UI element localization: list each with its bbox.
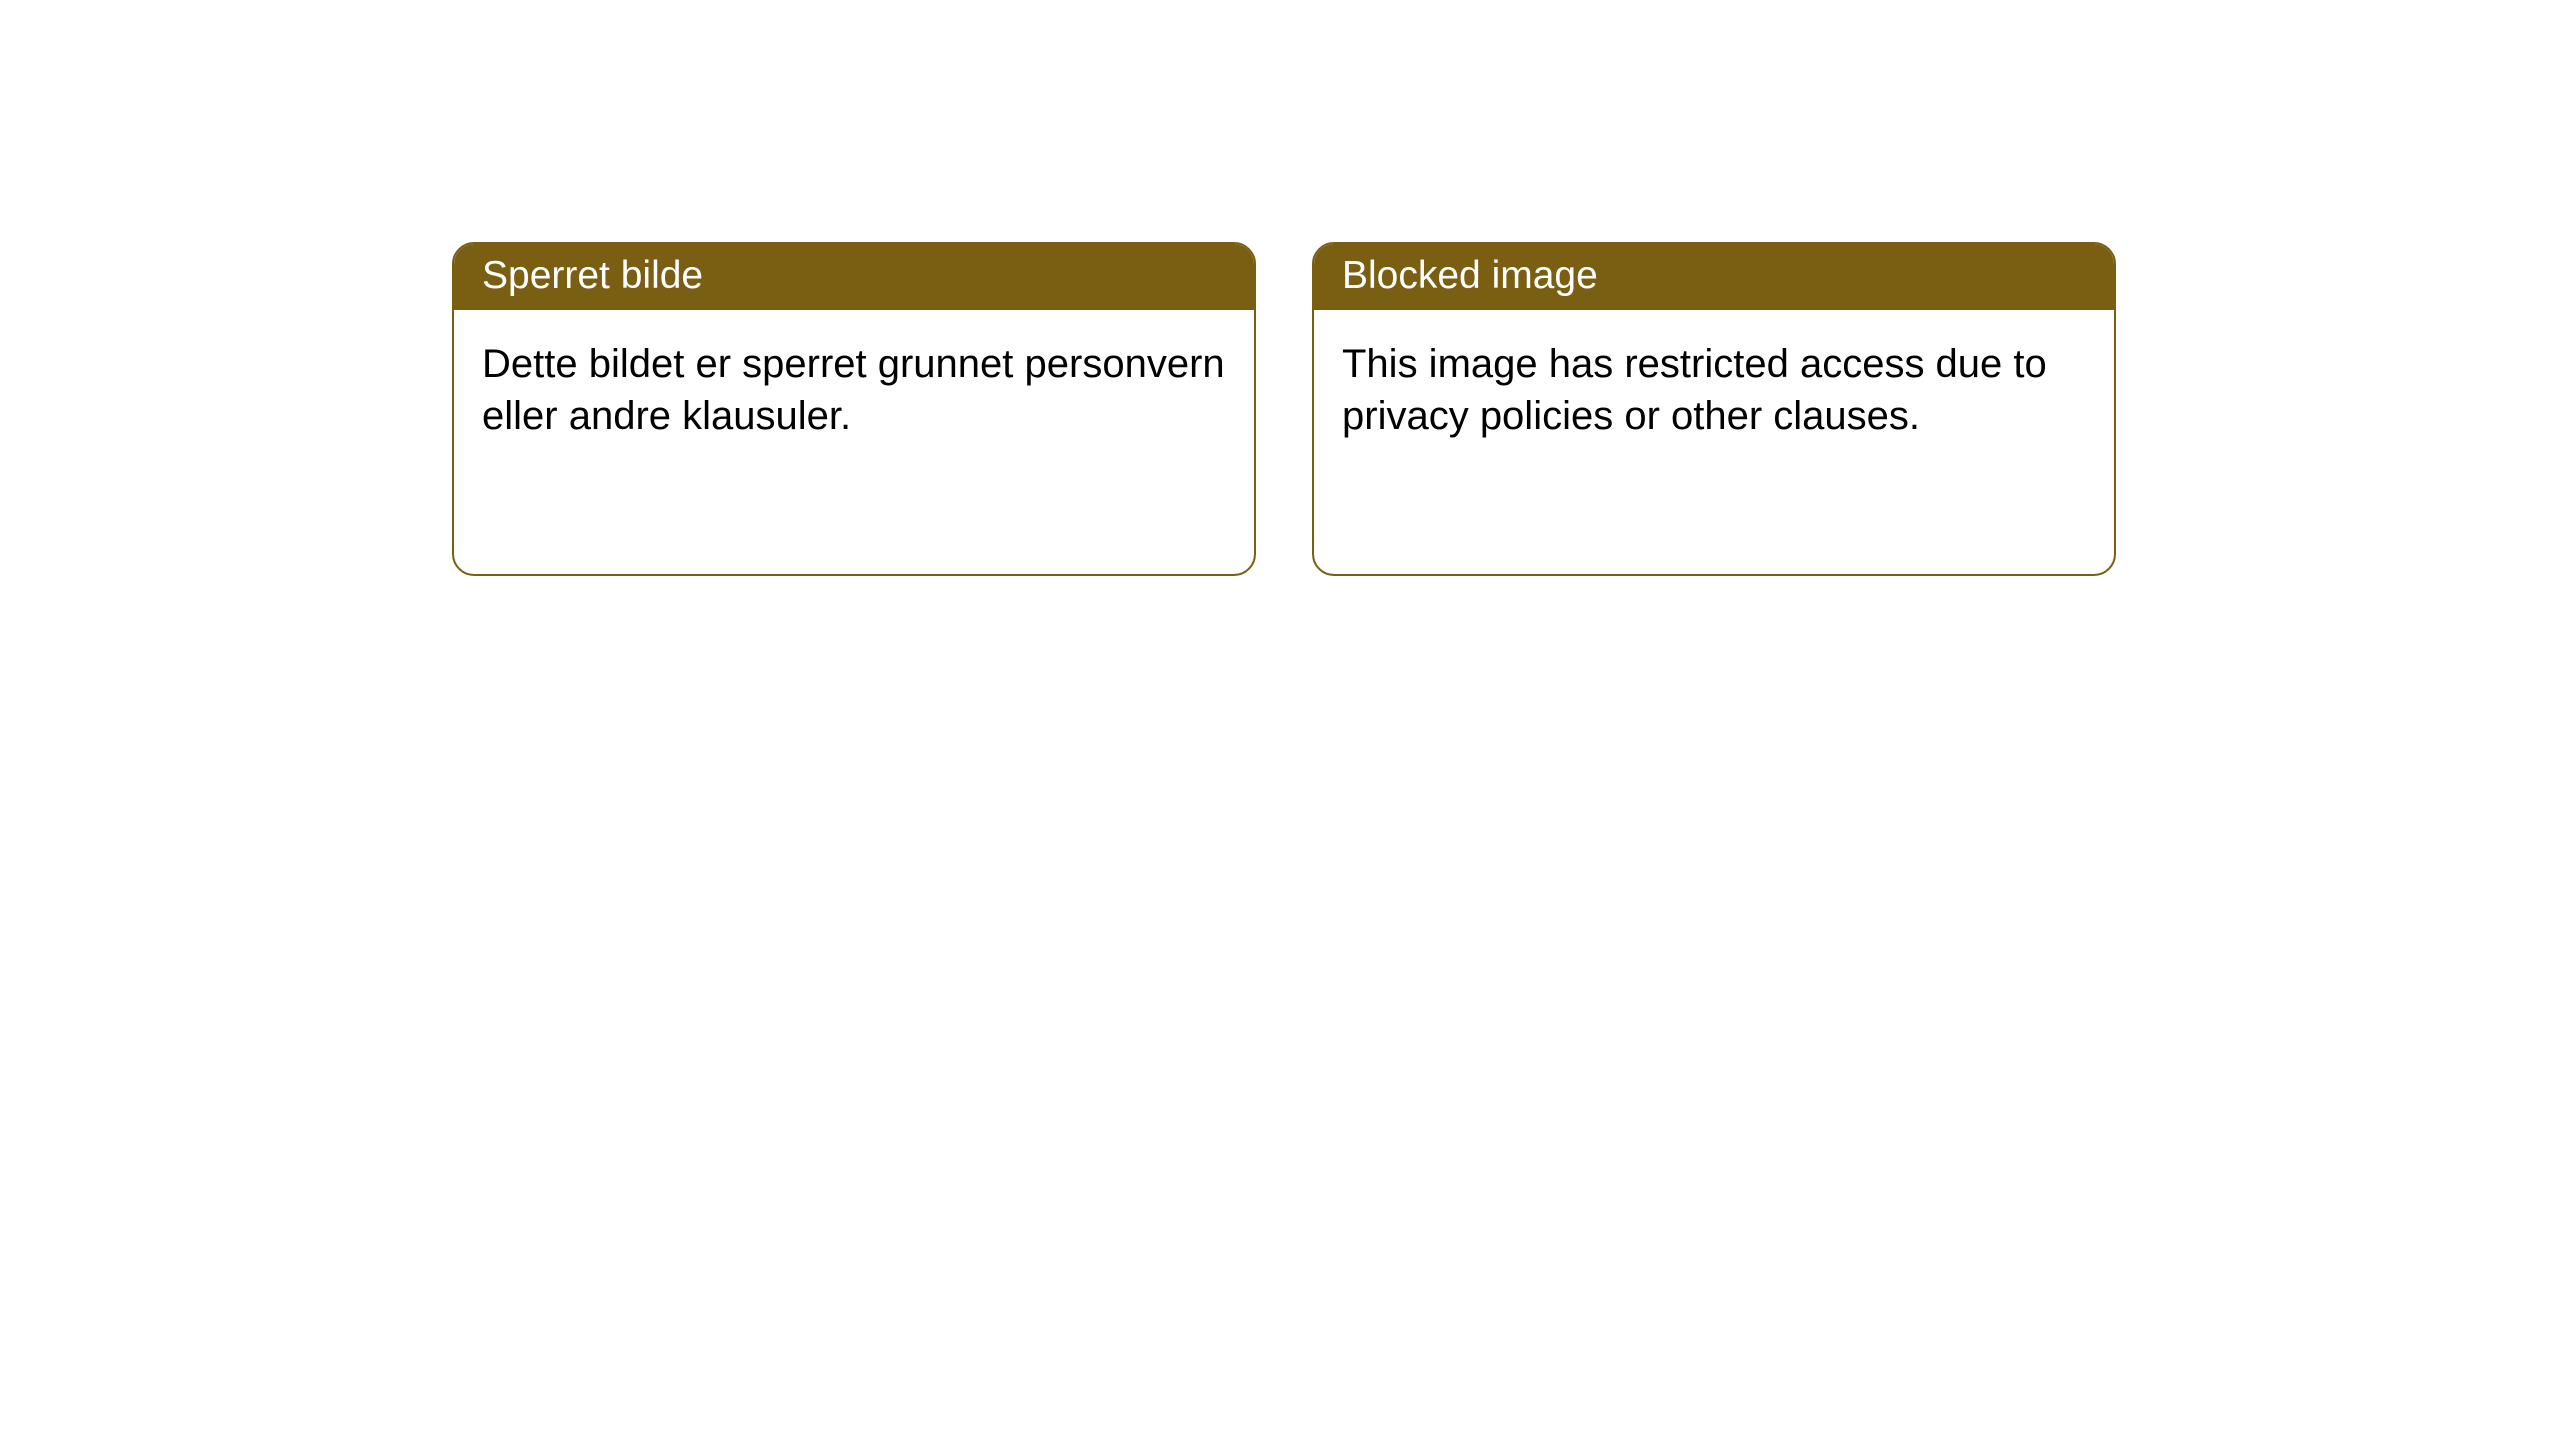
card-header-no: Sperret bilde [454, 244, 1254, 310]
card-header-en: Blocked image [1314, 244, 2114, 310]
blocked-image-card-en: Blocked image This image has restricted … [1312, 242, 2116, 576]
card-body-en: This image has restricted access due to … [1314, 310, 2114, 470]
notice-cards-container: Sperret bilde Dette bildet er sperret gr… [0, 0, 2560, 576]
blocked-image-card-no: Sperret bilde Dette bildet er sperret gr… [452, 242, 1256, 576]
card-body-no: Dette bildet er sperret grunnet personve… [454, 310, 1254, 470]
